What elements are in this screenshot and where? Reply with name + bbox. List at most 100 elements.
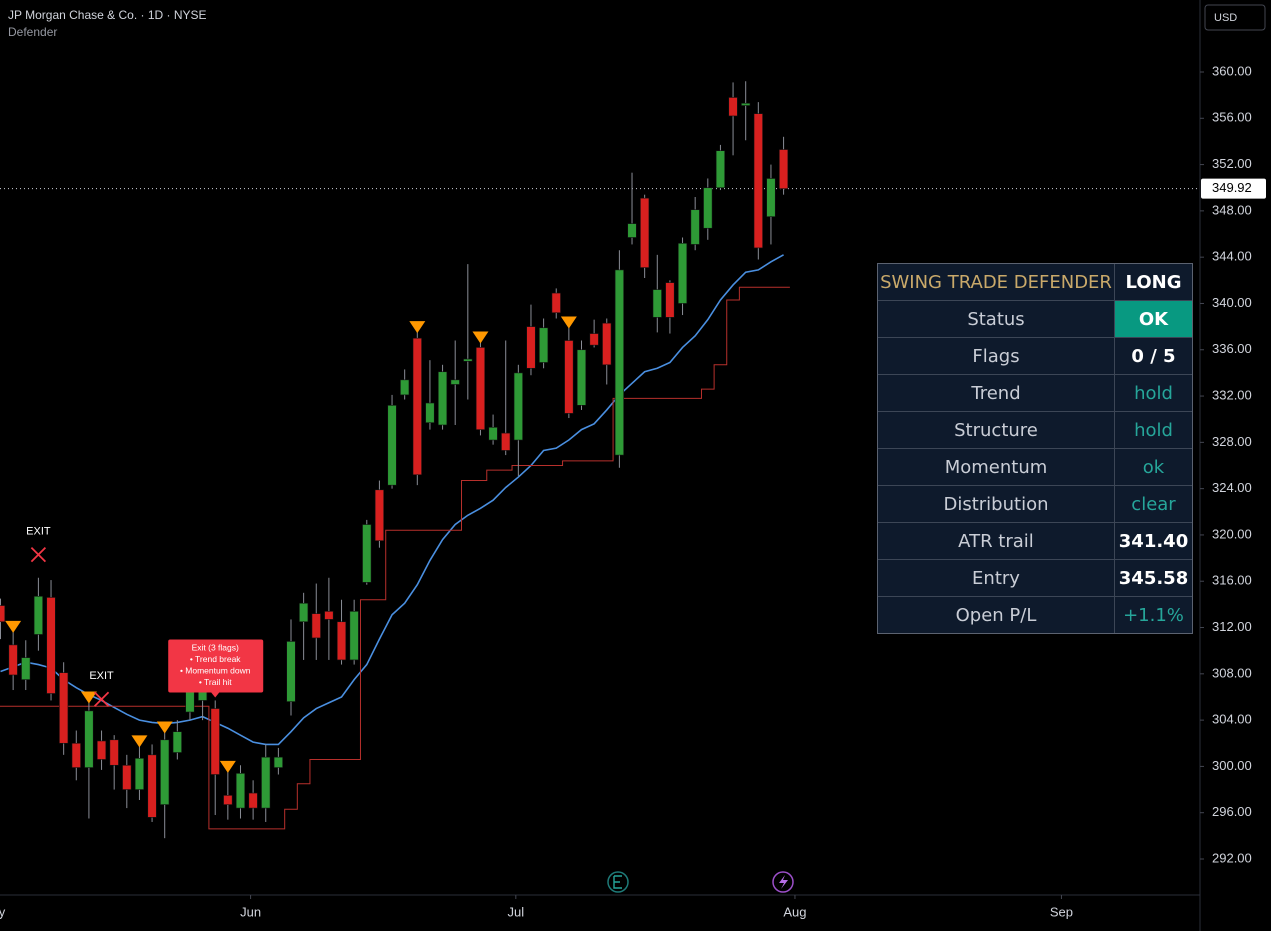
earnings-icon[interactable]: [607, 871, 629, 893]
candle-body: [589, 333, 599, 346]
candle-body: [513, 372, 523, 441]
candle-body: [602, 322, 612, 366]
candle-body: [778, 149, 789, 189]
panel-value: OK: [1115, 301, 1192, 337]
candle-body: [690, 209, 700, 245]
x-tick-label: Jun: [240, 904, 261, 919]
exit-note-line: • Momentum down: [180, 666, 251, 676]
flag-marker: [131, 735, 148, 748]
event-icon[interactable]: [772, 871, 794, 893]
panel-row: Open P/L +1.1%: [878, 596, 1192, 633]
candle-body: [122, 764, 132, 790]
candle-body: [766, 178, 776, 217]
trail-line: [0, 286, 790, 830]
candle-body: [185, 689, 195, 713]
candle-body: [728, 97, 738, 117]
y-tick-label: 312.00: [1212, 619, 1252, 634]
candle-body: [261, 756, 271, 809]
candle-body: [324, 611, 334, 620]
candle-body: [640, 197, 650, 268]
candle-body: [235, 773, 246, 809]
exit-marker: [30, 546, 47, 563]
candle-body: [539, 327, 549, 363]
candle-body: [374, 489, 385, 542]
candle-body: [172, 731, 182, 753]
panel-label: Open P/L: [878, 597, 1115, 633]
exit-note-line: Exit (3 flags): [192, 643, 239, 653]
candle-body: [450, 379, 460, 385]
last-price-tag: [1201, 178, 1266, 199]
x-tick-label: May: [0, 904, 6, 919]
panel-row: Status OK: [878, 300, 1192, 337]
last-price-label: 349.92: [1212, 180, 1252, 195]
y-tick-label: 332.00: [1212, 387, 1252, 402]
candle-body: [665, 282, 675, 318]
panel-label: Trend: [878, 375, 1115, 411]
panel-row: Structure hold: [878, 411, 1192, 448]
candle-body: [387, 405, 397, 486]
candle-body: [564, 340, 574, 414]
y-tick-label: 328.00: [1212, 434, 1252, 449]
candle-body: [437, 371, 448, 426]
flag-marker: [472, 331, 489, 344]
candle-body: [33, 595, 43, 635]
candle-body: [84, 710, 94, 768]
candle-body: [109, 739, 119, 766]
candle-body: [46, 597, 56, 694]
currency[interactable]: USD: [1214, 12, 1237, 24]
exit-note-pointer: [211, 692, 220, 698]
panel-value: 345.58: [1118, 567, 1189, 589]
panel-label: Distribution: [878, 486, 1115, 522]
chart-subtitle: Defender: [8, 25, 57, 39]
y-tick-label: 308.00: [1212, 665, 1252, 680]
currency-box[interactable]: [1204, 4, 1266, 31]
y-tick-label: 316.00: [1212, 573, 1252, 588]
candle-body: [488, 427, 498, 441]
y-tick-label: 324.00: [1212, 480, 1252, 495]
candle-body: [614, 269, 624, 456]
candle-body: [463, 358, 473, 362]
panel-label: Entry: [878, 560, 1115, 596]
x-tick-label: Jul: [508, 904, 525, 919]
candle-body: [425, 402, 435, 423]
panel-label: Structure: [878, 412, 1115, 448]
candle-body: [299, 602, 309, 623]
candle-body: [412, 337, 422, 476]
candle-body: [703, 187, 713, 229]
candle-body: [21, 657, 31, 680]
candle-body: [248, 792, 258, 809]
y-tick-label: 300.00: [1212, 758, 1252, 773]
candle-body: [8, 644, 18, 676]
panel-label: Status: [878, 301, 1115, 337]
candle-body: [526, 326, 536, 369]
panel-value: ok: [1142, 456, 1165, 478]
candle-body: [223, 795, 233, 805]
exit-marker: [93, 691, 110, 707]
flag-marker: [560, 316, 577, 329]
candle-body: [134, 758, 145, 790]
candle-body: [677, 242, 688, 304]
exit-label: EXIT: [26, 526, 51, 538]
y-tick-label: 320.00: [1212, 526, 1252, 541]
candle-body: [286, 641, 296, 702]
exit-note-line: • Trail hit: [199, 677, 232, 687]
panel-row: SWING TRADE DEFENDER LONG: [878, 264, 1192, 300]
exit-note-box: [168, 639, 264, 693]
y-tick-label: 348.00: [1212, 202, 1252, 217]
y-tick-label: 356.00: [1212, 110, 1252, 125]
flag-marker: [219, 760, 236, 773]
panel-value: hold: [1134, 419, 1173, 441]
candle-body: [59, 672, 69, 744]
candle-body: [273, 756, 283, 768]
candle-body: [160, 739, 170, 805]
panel-value: hold: [1134, 382, 1173, 404]
panel-value: clear: [1131, 493, 1176, 515]
exit-note: Exit (3 flags)• Trend break • Momentum do…: [168, 639, 264, 698]
flag-marker: [156, 721, 173, 734]
y-tick-label: 336.00: [1212, 341, 1252, 356]
panel-label: Momentum: [878, 449, 1115, 485]
candle-body: [475, 347, 486, 430]
defender-panel: SWING TRADE DEFENDER LONG Status OK Flags 0 /…: [877, 263, 1193, 634]
